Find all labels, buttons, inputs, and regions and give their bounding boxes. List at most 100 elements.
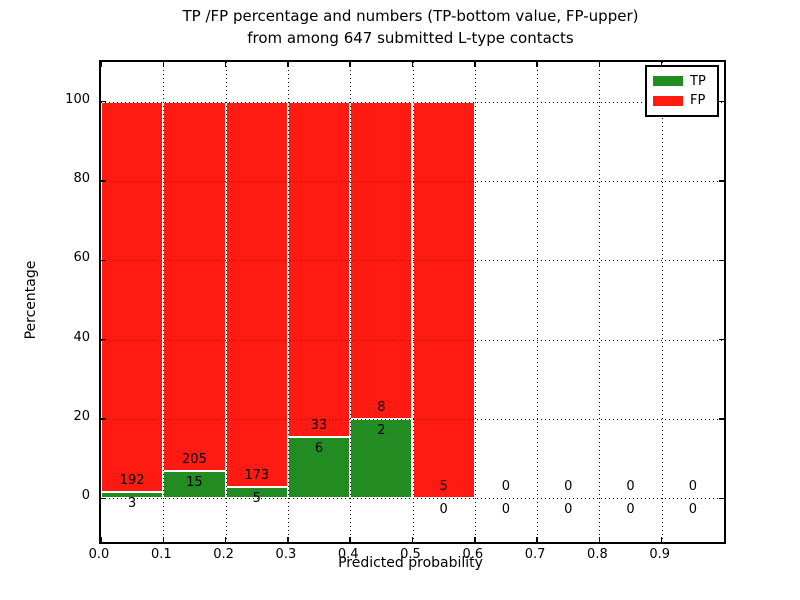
y-tick-label: 0 xyxy=(81,488,90,504)
x-tick-label: 0.3 xyxy=(275,547,297,562)
x-axis-label: Predicted probability xyxy=(338,555,483,571)
bar-segment-fp xyxy=(287,101,351,438)
x-tick-mark xyxy=(474,62,476,67)
y-tick-mark xyxy=(719,338,724,341)
x-tick-mark xyxy=(536,537,538,542)
y-tick-mark xyxy=(101,100,106,103)
bar-segment-tp xyxy=(350,419,413,499)
x-tick-mark xyxy=(162,62,165,67)
x-tick-mark xyxy=(411,62,414,67)
x-tick-label: 0.2 xyxy=(213,547,234,562)
fp-count-label: 0 xyxy=(564,479,573,495)
x-tick-mark xyxy=(224,537,227,542)
x-tick-mark xyxy=(100,62,102,67)
tp-count-label: 15 xyxy=(186,475,203,491)
x-tick-mark xyxy=(100,537,102,542)
tp-count-label: 0 xyxy=(439,502,448,518)
bar-segment-fp xyxy=(101,101,164,493)
chart-title-line1: TP /FP percentage and numbers (TP-bottom… xyxy=(182,7,639,25)
x-tick-mark xyxy=(349,62,351,67)
legend-label-tp: TP xyxy=(690,73,706,89)
tp-count-label: 0 xyxy=(626,502,635,518)
legend-label-fp: FP xyxy=(690,93,706,109)
bar-segment-tp xyxy=(287,437,351,499)
chart-title-line2: from among 647 submitted L-type contacts xyxy=(247,29,574,47)
y-tick-mark xyxy=(101,497,106,500)
fp-count-label: 173 xyxy=(244,468,270,484)
y-tick-mark xyxy=(101,259,106,262)
y-tick-mark xyxy=(719,497,724,500)
legend-row-tp: TP xyxy=(647,75,717,88)
legend: TP FP xyxy=(645,65,719,117)
v-gridline xyxy=(163,62,165,542)
y-tick-mark xyxy=(101,418,106,420)
y-tick-mark xyxy=(101,338,106,341)
x-tick-label: 0.9 xyxy=(649,547,671,562)
tp-count-label: 3 xyxy=(128,496,137,512)
y-tick-label: 40 xyxy=(73,329,90,345)
bar-segment-tp xyxy=(101,492,164,499)
v-gridline xyxy=(474,62,476,542)
x-tick-mark xyxy=(536,62,538,67)
tp-count-label: 6 xyxy=(314,441,324,457)
x-tick-label: 0.0 xyxy=(88,547,110,562)
x-tick-mark xyxy=(598,62,601,67)
v-gridline xyxy=(661,62,663,542)
legend-row-fp: FP xyxy=(647,94,717,107)
tp-count-label: 0 xyxy=(501,502,511,518)
v-gridline xyxy=(225,62,227,542)
v-gridline xyxy=(412,62,414,542)
x-tick-mark xyxy=(474,537,476,542)
x-tick-mark xyxy=(598,537,601,542)
x-tick-label: 0.6 xyxy=(462,547,484,562)
fp-count-label: 8 xyxy=(377,400,386,416)
bar-segment-tp xyxy=(163,471,226,499)
plot-canvas: 192 3 205 15 173 5 33 6 8 2 5 0 0 0 0 0 0 0 0 0 xyxy=(100,62,724,542)
bar-segment-fp xyxy=(350,101,413,419)
fp-count-label: 0 xyxy=(501,479,511,495)
legend-swatch-fp-icon xyxy=(653,95,683,106)
fp-count-label: 192 xyxy=(119,473,145,489)
x-tick-label: 0.7 xyxy=(524,547,546,562)
x-tick-mark xyxy=(162,537,165,542)
x-tick-label: 0.1 xyxy=(150,547,172,562)
x-tick-label: 0.4 xyxy=(337,547,359,562)
tp-count-label: 0 xyxy=(564,502,573,518)
fp-count-label: 0 xyxy=(626,479,635,495)
y-tick-mark xyxy=(719,418,724,420)
bar-segment-fp xyxy=(163,101,226,472)
y-tick-label: 20 xyxy=(73,409,90,425)
y-tick-mark xyxy=(101,180,106,182)
y-tick-mark xyxy=(719,180,724,182)
fp-count-label: 33 xyxy=(310,418,328,434)
v-gridline xyxy=(350,62,352,542)
bar-segment-fp xyxy=(225,101,288,488)
y-tick-label: 60 xyxy=(73,250,90,266)
plot-area: 192 3 205 15 173 5 33 6 8 2 5 0 0 0 0 0 0 0 0 0 xyxy=(99,60,726,544)
tp-count-label: 5 xyxy=(252,491,261,507)
fp-count-label: 0 xyxy=(688,479,697,495)
y-tick-mark xyxy=(719,259,724,262)
bar-segment-fp xyxy=(412,101,475,499)
legend-swatch-tp-icon xyxy=(653,76,683,87)
x-tick-mark xyxy=(287,537,289,542)
y-tick-label: 100 xyxy=(65,91,90,107)
fp-count-label: 205 xyxy=(182,452,207,468)
x-tick-label: 0.5 xyxy=(400,547,421,562)
y-tick-label: 80 xyxy=(73,171,90,186)
x-tick-mark xyxy=(660,537,663,542)
y-tick-mark xyxy=(719,100,724,103)
tp-count-label: 2 xyxy=(377,423,386,439)
x-tick-label: 0.8 xyxy=(587,547,608,562)
tp-count-label: 0 xyxy=(688,502,697,518)
x-tick-mark xyxy=(287,62,289,67)
fp-count-label: 5 xyxy=(439,479,448,495)
x-tick-mark xyxy=(660,62,663,67)
x-tick-mark xyxy=(349,537,351,542)
v-gridline xyxy=(287,62,289,542)
x-tick-mark xyxy=(224,62,227,67)
x-tick-mark xyxy=(411,537,414,542)
v-gridline xyxy=(599,62,601,542)
v-gridline xyxy=(537,62,539,542)
